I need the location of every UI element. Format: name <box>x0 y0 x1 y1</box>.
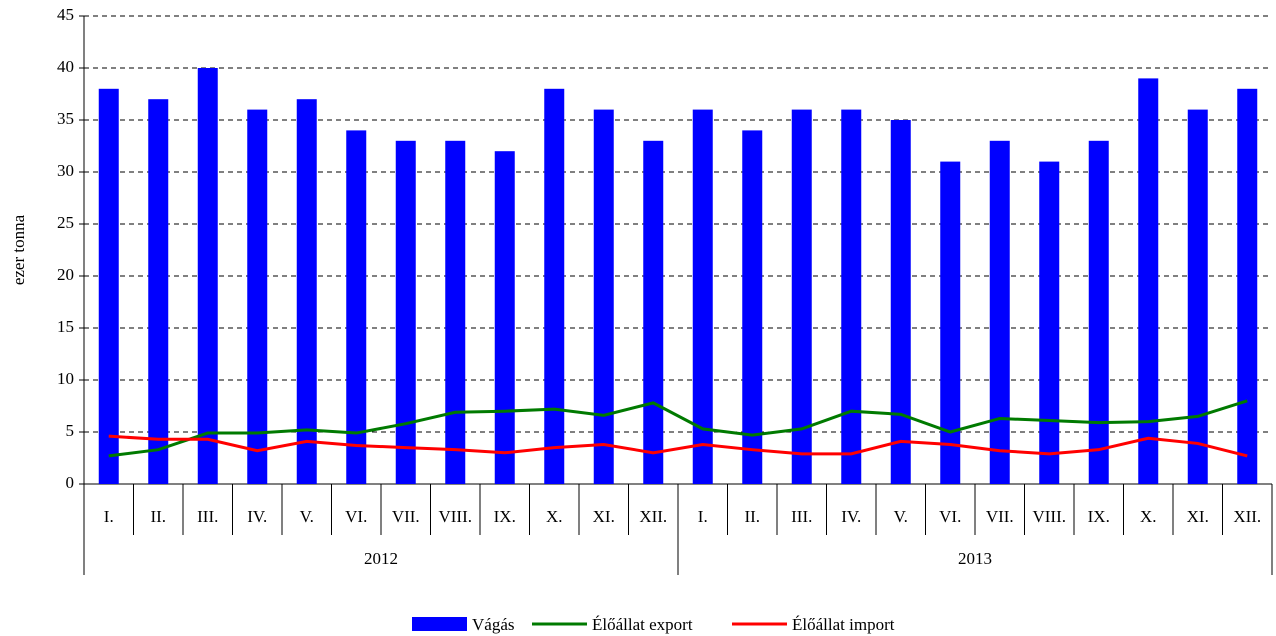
x-tick-label: VII. <box>392 507 420 526</box>
legend-swatch <box>412 617 467 631</box>
bar <box>890 120 911 484</box>
x-tick-label: VIII. <box>1032 507 1066 526</box>
line <box>108 399 1248 458</box>
x-tick-label: XI. <box>1187 507 1209 526</box>
bar <box>593 109 614 484</box>
bar <box>395 140 416 485</box>
x-tick-label: XII. <box>1233 507 1261 526</box>
bar <box>989 140 1010 485</box>
bar <box>1138 78 1159 485</box>
bar <box>742 130 763 484</box>
bar <box>841 109 862 484</box>
x-tick-label: IV. <box>841 507 861 526</box>
x-tick-label: V. <box>300 507 314 526</box>
bar <box>1187 109 1208 484</box>
y-tick-label: 25 <box>57 213 74 232</box>
y-tick-label: 45 <box>57 5 74 24</box>
legend-label: Vágás <box>472 615 514 634</box>
bar <box>494 151 515 484</box>
x-tick-label: I. <box>698 507 708 526</box>
bar <box>197 68 218 484</box>
y-tick-label: 20 <box>57 265 74 284</box>
bar <box>247 109 268 484</box>
x-tick-label: III. <box>791 507 812 526</box>
year-label: 2012 <box>364 549 398 568</box>
x-tick-label: VII. <box>986 507 1014 526</box>
y-tick-label: 0 <box>66 473 75 492</box>
x-tick-label: I. <box>104 507 114 526</box>
bar <box>1088 140 1109 485</box>
y-tick-label: 5 <box>66 421 75 440</box>
bar <box>445 140 466 485</box>
y-tick-label: 40 <box>57 57 74 76</box>
bar <box>296 99 317 484</box>
x-tick-label: VI. <box>345 507 367 526</box>
x-tick-label: XI. <box>593 507 615 526</box>
bar <box>544 88 565 485</box>
x-tick-label: IX. <box>494 507 516 526</box>
legend-label: Élőállat import <box>792 615 895 634</box>
y-tick-label: 35 <box>57 109 74 128</box>
y-tick-label: 15 <box>57 317 74 336</box>
legend-label: Élőállat export <box>592 615 693 634</box>
bar <box>346 130 367 484</box>
bar <box>1039 161 1060 484</box>
x-tick-label: II. <box>150 507 166 526</box>
x-tick-label: III. <box>197 507 218 526</box>
x-tick-label: X. <box>546 507 563 526</box>
bar <box>98 88 119 485</box>
bar <box>148 99 169 484</box>
y-tick-label: 10 <box>57 369 74 388</box>
bar <box>643 140 664 485</box>
x-tick-label: XII. <box>639 507 667 526</box>
x-tick-label: II. <box>744 507 760 526</box>
x-tick-label: VIII. <box>438 507 472 526</box>
x-tick-label: X. <box>1140 507 1157 526</box>
bar <box>1237 88 1258 485</box>
bar <box>791 109 812 484</box>
year-label: 2013 <box>958 549 992 568</box>
x-tick-label: IX. <box>1088 507 1110 526</box>
x-tick-label: IV. <box>247 507 267 526</box>
y-tick-label: 30 <box>57 161 74 180</box>
line <box>108 434 1248 458</box>
bar <box>692 109 713 484</box>
x-tick-label: V. <box>894 507 908 526</box>
y-axis-label: ezer tonna <box>9 214 28 285</box>
bar <box>940 161 961 484</box>
x-tick-label: VI. <box>939 507 961 526</box>
